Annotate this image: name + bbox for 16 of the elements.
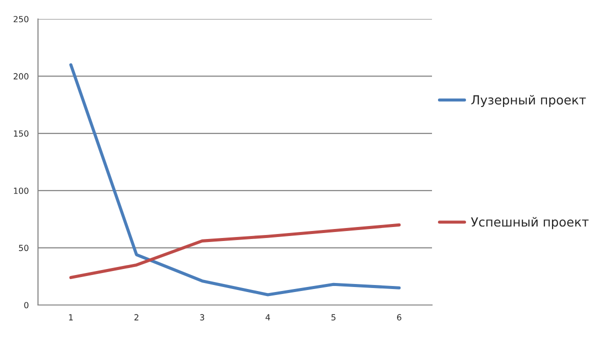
x-tick-label: 2 [134, 314, 138, 320]
y-tick-label: 0 [24, 302, 28, 308]
legend-label: Успешный проект [470, 217, 589, 230]
y-tick-label: 100 [14, 188, 28, 194]
x-tick-label: 4 [266, 314, 270, 320]
line-series [69, 63, 401, 296]
y-tick-label: 50 [19, 244, 28, 252]
x-tick-label: 3 [200, 314, 204, 320]
legend-label: Лузерный проект [471, 94, 586, 107]
x-tick-label: 6 [397, 314, 402, 320]
y-tick-label: 200 [14, 73, 28, 80]
y-tick-label: 250 [14, 16, 28, 22]
line-series [69, 223, 401, 280]
y-tick-label: 150 [14, 130, 28, 137]
x-tick-label: 1 [69, 314, 73, 320]
x-tick-label: 5 [331, 314, 336, 320]
